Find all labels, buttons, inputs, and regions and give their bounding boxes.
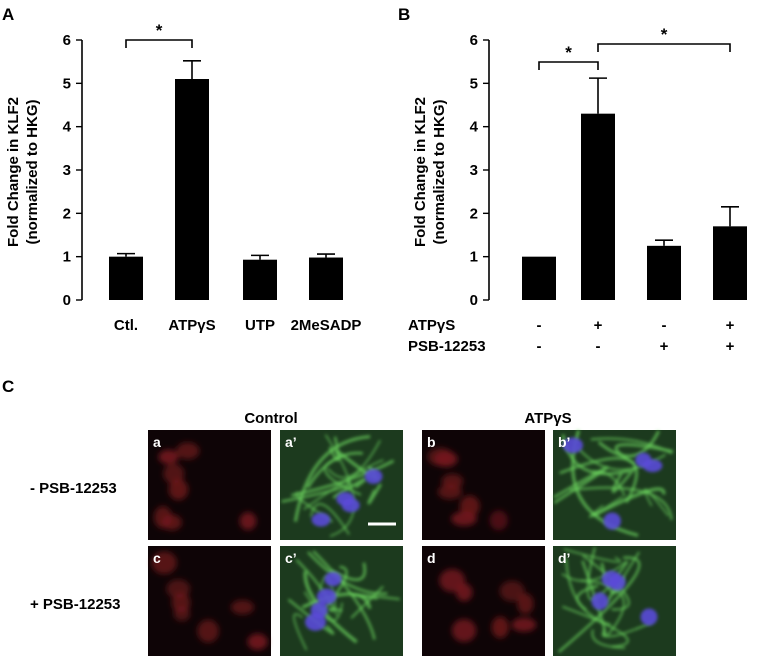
row-label-minus-psb: - PSB-12253	[30, 480, 117, 497]
micrograph-tile-label: d’	[558, 550, 570, 566]
micrograph-tile-label: d	[427, 550, 436, 566]
micrograph-tile-2: a’	[280, 430, 403, 540]
micrograph-tile-1: a	[148, 430, 271, 540]
micrograph-tile-7: d	[422, 546, 545, 656]
micrograph-tile-label: b	[427, 434, 436, 450]
micrograph-tile-label: c’	[285, 550, 297, 566]
micrograph-tile-label: a’	[285, 434, 297, 450]
chart-b-condition-mark: +	[660, 338, 669, 355]
chart-a-category-label: 2MeSADP	[291, 317, 362, 334]
chart-b-bar	[522, 256, 556, 300]
chart-b-condition-mark: +	[594, 317, 603, 334]
chart-b-bar	[581, 113, 615, 301]
chart-b-condition-mark: +	[726, 338, 735, 355]
chart-a-bar	[309, 257, 343, 300]
chart-b-ytick-label: 6	[470, 32, 478, 49]
chart-b-significance-star: *	[565, 43, 572, 62]
chart-b-ytick-label: 4	[470, 119, 479, 136]
chart-a-ytick-label: 5	[63, 75, 71, 92]
chart-a-category-label: ATPγS	[168, 317, 215, 334]
chart-b-bar	[713, 226, 747, 300]
chart-b: Fold Change in KLF2 (normalized to HKG) …	[408, 25, 747, 355]
chart-b-condition-mark: -	[596, 338, 601, 355]
chart-b-significance-bracket	[597, 43, 731, 52]
chart-b-condition-mark: -	[537, 338, 542, 355]
chart-b-ytick-label: 1	[470, 249, 478, 266]
micrograph-tile-label: b’	[558, 434, 570, 450]
chart-b-condition-mark: +	[726, 317, 735, 334]
micrograph-tile-label: c	[153, 550, 161, 566]
chart-a-ytick-label: 1	[63, 249, 71, 266]
chart-b-ytick-label: 5	[470, 75, 478, 92]
chart-a-significance-star: *	[156, 21, 163, 40]
micrograph-tile-3: b	[422, 430, 545, 540]
micrograph-tile-8: d’	[553, 546, 676, 656]
chart-a-significance-bracket	[125, 39, 193, 48]
chart-a-bar	[243, 259, 277, 300]
chart-a-ylabel-line2: (normalized to HKG)	[24, 99, 41, 244]
col-header-control: Control	[244, 410, 297, 427]
micrograph-tile-label: a	[153, 434, 161, 450]
chart-b-significance-star: *	[661, 25, 668, 44]
panel-letter-a: A	[2, 5, 14, 24]
chart-a-ylabel-line1: Fold Change in KLF2	[5, 97, 22, 247]
chart-a-ytick-label: 4	[63, 119, 72, 136]
panel-letter-c: C	[2, 377, 14, 396]
chart-b-condition-name: PSB-12253	[408, 338, 486, 355]
chart-b-condition-mark: -	[662, 317, 667, 334]
chart-b-ylabel-line1: Fold Change in KLF2	[412, 97, 429, 247]
chart-a-ytick-label: 0	[63, 292, 71, 309]
col-header-atpgs: ATPγS	[524, 410, 571, 427]
row-label-plus-psb: + PSB-12253	[30, 596, 120, 613]
chart-b-ytick-label: 3	[470, 162, 478, 179]
chart-a-category-label: UTP	[245, 317, 275, 334]
chart-b-condition-mark: -	[537, 317, 542, 334]
micrograph-tile-4: b’	[553, 429, 676, 540]
panel-letter-b: B	[398, 5, 410, 24]
chart-a-ytick-label: 2	[63, 205, 71, 222]
chart-a-category-label: Ctl.	[114, 317, 138, 334]
chart-b-ytick-label: 2	[470, 205, 478, 222]
chart-a-bar	[175, 79, 209, 300]
chart-a-ytick-label: 3	[63, 162, 71, 179]
chart-b-bar	[647, 245, 681, 300]
micrograph-tile-6: c’	[280, 546, 403, 656]
chart-a: Fold Change in KLF2 (normalized to HKG) …	[5, 21, 361, 334]
chart-b-ylabel-line2: (normalized to HKG)	[431, 99, 448, 244]
micrograph-panel: Control ATPγS - PSB-12253 + PSB-12253 a a…	[30, 410, 676, 656]
chart-a-bar	[109, 256, 143, 300]
chart-b-significance-bracket	[538, 61, 599, 70]
chart-a-ytick-label: 6	[63, 32, 71, 49]
micrograph-tile-5: c	[148, 546, 271, 656]
chart-b-condition-name: ATPγS	[408, 317, 455, 334]
chart-b-ytick-label: 0	[470, 292, 478, 309]
